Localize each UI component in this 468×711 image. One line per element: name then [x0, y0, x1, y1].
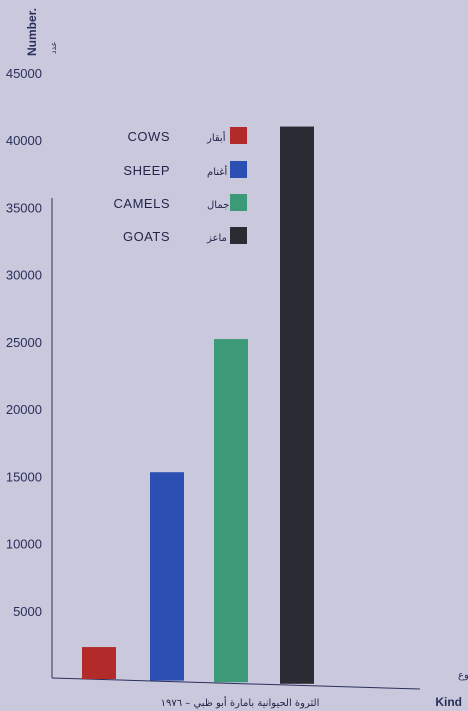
y-tick-label-7: 40000 [6, 133, 42, 148]
bar-camels [214, 339, 248, 683]
y-tick-label-4: 25000 [6, 335, 42, 350]
legend-swatch-cows [230, 127, 247, 144]
legend-swatch-sheep [230, 161, 247, 178]
y-tick-label-8: 45000 [6, 66, 42, 81]
y-tick-label-6: 35000 [6, 200, 42, 215]
y-tick-label-0: 5000 [13, 604, 42, 619]
y-axis-label-arabic: عدد [49, 41, 58, 54]
legend-label-arabic-sheep: أغنام [207, 165, 227, 178]
legend-label-cows: COWS [128, 129, 170, 144]
legend-label-sheep: SHEEP [123, 163, 170, 178]
bar-sheep [150, 472, 184, 681]
legend-label-arabic-goats: ماعز [206, 233, 227, 244]
x-axis-label: Kind [435, 695, 462, 709]
x-axis-line [51, 677, 421, 690]
y-axis-label: Number. [25, 8, 39, 56]
y-tick-label-3: 20000 [6, 402, 42, 417]
y-tick-label-1: 10000 [6, 537, 42, 552]
legend-label-arabic-camels: جمال [207, 200, 229, 211]
bars [82, 126, 314, 684]
legend-swatch-goats [230, 227, 247, 244]
legend: COWS أبقار SHEEP أغنام CAMELS جمال GOATS ماعز [114, 127, 247, 244]
axes [51, 198, 421, 690]
bar-goats [280, 126, 314, 684]
y-tick-labels: 5000 10000 15000 20000 25000 30000 35000 40000 4… [6, 66, 42, 619]
legend-swatch-camels [230, 194, 247, 211]
legend-label-camels: CAMELS [114, 196, 170, 211]
legend-label-goats: GOATS [123, 229, 170, 244]
x-axis-label-arabic: النوع [458, 670, 468, 681]
y-tick-label-5: 30000 [6, 268, 42, 283]
chart-caption: الثروة الحيوانية بامارة أبو ظبي – ١٩٧٦ [161, 696, 320, 709]
bar-cows [82, 647, 116, 679]
y-tick-label-2: 15000 [6, 469, 42, 484]
legend-label-arabic-cows: أبقار [206, 131, 226, 144]
